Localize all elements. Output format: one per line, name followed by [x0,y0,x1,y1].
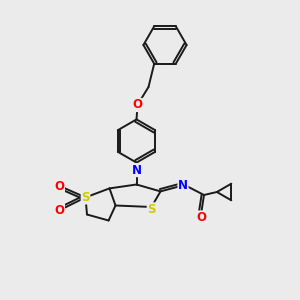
Text: N: N [131,164,142,177]
Text: O: O [196,211,206,224]
Text: O: O [54,203,64,217]
Text: S: S [147,203,156,216]
Text: O: O [54,179,64,193]
Text: N: N [178,179,188,192]
Text: S: S [81,191,90,204]
Text: O: O [132,98,142,112]
